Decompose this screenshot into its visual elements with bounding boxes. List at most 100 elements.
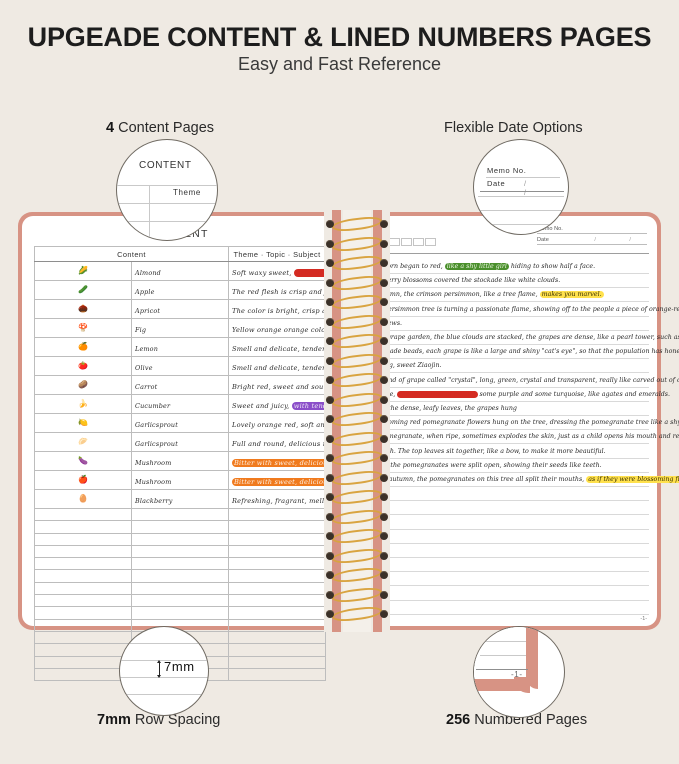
punch-hole [380,356,388,365]
punch-hole [380,493,388,502]
row-name: Garlicsprout [131,413,229,433]
note-continuation: good news. [353,317,647,331]
spiral-binding [324,210,390,632]
table-row [34,544,326,559]
row-name: Blackberry [131,489,229,509]
note-continuation-text: his teeth. The top leaves sit together, … [366,447,606,455]
callout-memo-label: Memo No. [487,166,527,175]
callout-row-spacing-circle: 7mm [119,626,209,716]
punch-hole [380,434,388,443]
punch-hole [380,551,388,560]
note-continuation-text: pile of jade beads, each grape is like a… [366,348,679,356]
feature-label-numbered-pages: 256 Numbered Pages [446,712,587,728]
punch-hole [326,356,334,365]
note-continuation-text: morning, sweet Ziaojin. [366,362,442,370]
notes-list: 1Hawthorn began to red, like a shy littl… [353,260,679,487]
row-icon: 🌰 [34,299,132,319]
note-item: 3To autumn, the crimson persimmon, like … [353,288,647,302]
row-description: Smell and delicate, tender and juicy and… [228,337,326,357]
punch-hole [326,551,334,560]
coil-ring [332,546,382,565]
table-header-row: Content Theme · Topic · Subject [34,246,326,262]
note-item: 1Hawthorn began to red, like a shy littl… [353,260,647,274]
punch-hole [326,239,334,248]
note-item: 8a blossoming red pomegranate flowers hu… [353,416,679,430]
row-name: Cucumber [131,394,229,414]
note-highlight-yellow: as if they were blossoming flowers, [586,476,679,484]
callout-page-number: -1- [511,670,523,679]
note-item: 2The cherry blossoms covered the stockad… [353,274,647,288]
coil-ring [332,507,382,526]
row-icon: 🌽 [34,261,132,281]
coil-ring [332,390,382,409]
row-description: Bitter with sweet, delicious fragrance, … [228,451,326,471]
content-table: Content Theme · Topic · Subject 🌽 Almond S… [34,246,326,682]
memo-date-block: Memo No. Date / / [537,226,647,248]
row-spacing-label: Row Spacing [134,712,221,728]
punch-hole [380,415,388,424]
punch-hole [380,395,388,404]
callout-row-spacing-value: 7mm [164,659,195,674]
row-description: Sweet and juicy, with tender flesh and b… [228,394,326,414]
punch-hole [326,532,334,541]
coil-ring [332,253,382,273]
table-row [34,581,326,596]
note-item: 6That kind of grape called "crystal", lo… [353,374,679,388]
note-item: 5In the grape garden, the blue clouds ar… [353,331,679,345]
coil-ring [332,293,382,312]
table-row [34,507,326,522]
punch-hole [380,473,388,482]
punch-hole [326,259,334,268]
coil-ring [332,273,382,292]
punch-hole [326,610,334,619]
note-item: 10And all the pomegranates were split op… [353,459,647,473]
row-icon: 🍅 [34,356,132,376]
note-item: 4Each persimmon tree is turning a passio… [353,303,679,317]
row-description: Bright red, sweet and sour, delicate tas… [228,375,326,395]
spine-band-left [332,210,341,632]
row-description: Refreshing, fragrant, mellow taste. [228,489,326,509]
coil-ring [332,429,382,448]
row-name: Mushroom [131,470,229,490]
table-row [34,520,326,534]
row-icon: 🍆 [34,451,132,471]
row-name: Garlicsprout [131,432,229,452]
punch-hole [326,590,334,599]
punch-hole [326,278,334,287]
numbered-pages-count: 256 [446,712,471,728]
coil-ring [332,527,382,546]
date-field[interactable]: Date / / [537,237,647,245]
coil-ring [332,488,382,507]
row-description: Bitter with sweet, delicious fragrance, … [228,470,326,490]
note-item: and jade, the same jade of crystal some … [366,390,671,398]
punch-hole [380,590,388,599]
punch-hole [326,493,334,502]
punch-hole [380,376,388,385]
highlight-orange: Bitter with sweet, delicious fragrance, [232,478,325,486]
row-description: The red flesh is crisp and juicy with a … [228,280,326,300]
punch-hole [326,473,334,482]
feature-label-content-pages: 4 Content Pages [106,120,214,136]
content-pages-count: 4 [106,120,115,136]
coil-ring [332,214,382,234]
row-name: Fig [131,318,229,338]
notebook-illustration: CONTENT Content Theme · Topic · Subject … [18,210,679,682]
coil-ring [332,312,382,331]
row-icon: 🥔 [34,375,132,395]
memo-no-label: Memo No. [537,226,563,232]
note-item: 9The pomegranate, when ripe, sometimes e… [353,430,679,444]
row-icon: 🍊 [34,337,132,357]
feature-label-row-spacing: 7mm Row Spacing [97,712,220,728]
note-highlight-yellow: makes you marvel. [539,291,604,299]
note-continuation: his teeth. The top leaves sit together, … [353,445,647,459]
column-header-theme: Theme · Topic · Subject [228,246,326,262]
punch-hole [380,512,388,521]
date-options-label: Flexible Date Options [444,120,583,136]
row-icon: 🥚 [34,489,132,509]
memo-no-field[interactable]: Memo No. [537,226,647,234]
